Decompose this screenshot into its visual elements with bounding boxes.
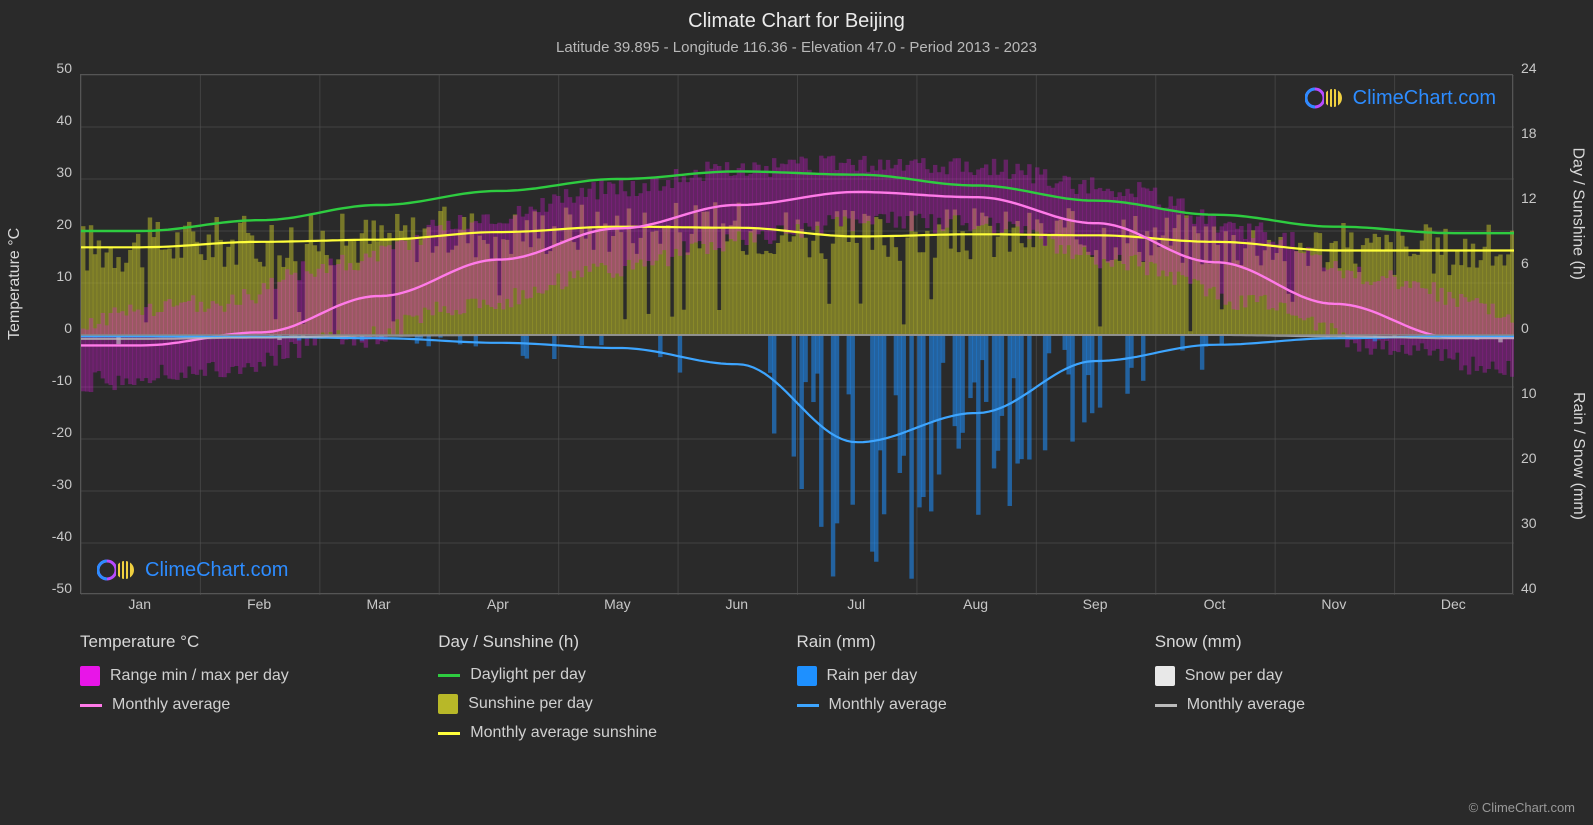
legend-label-snow-avg: Monthly average: [1187, 696, 1305, 714]
x-tick-month: Feb: [247, 596, 271, 612]
legend-item-rain-avg: Monthly average: [797, 696, 1135, 714]
legend-label-temp-range: Range min / max per day: [110, 667, 289, 685]
legend-col-rain: Rain (mm) Rain per day Monthly average: [797, 632, 1155, 752]
legend-item-temp-avg: Monthly average: [80, 696, 418, 714]
x-tick-month: Jan: [128, 596, 151, 612]
swatch-sunshine-avg: [438, 732, 460, 735]
swatch-daylight: [438, 674, 460, 677]
y-left-tick: -10: [30, 372, 72, 388]
swatch-temp-avg: [80, 704, 102, 707]
swatch-snow: [1155, 666, 1175, 686]
y-right-tick: 10: [1521, 385, 1563, 401]
y-left-tick: 40: [30, 112, 72, 128]
x-tick-month: Oct: [1204, 596, 1226, 612]
x-tick-month: May: [604, 596, 630, 612]
x-tick-month: Nov: [1321, 596, 1346, 612]
legend-label-temp-avg: Monthly average: [112, 696, 230, 714]
y-right-tick: 24: [1521, 60, 1563, 76]
legend: Temperature °C Range min / max per day M…: [80, 632, 1513, 752]
legend-label-rain-perday: Rain per day: [827, 667, 918, 685]
legend-item-sunshine-avg: Monthly average sunshine: [438, 724, 776, 742]
y-axis-left-label: Temperature °C: [6, 228, 24, 340]
legend-label-daylight: Daylight per day: [470, 666, 586, 684]
legend-label-rain-avg: Monthly average: [829, 696, 947, 714]
legend-label-sunshine-avg: Monthly average sunshine: [470, 724, 657, 742]
x-tick-month: Apr: [487, 596, 509, 612]
y-left-tick: 0: [30, 320, 72, 336]
y-left-tick: 20: [30, 216, 72, 232]
x-tick-month: Dec: [1441, 596, 1466, 612]
legend-col-snow: Snow (mm) Snow per day Monthly average: [1155, 632, 1513, 752]
chart-plot-area: ClimeChart.com ClimeChart.com: [80, 74, 1513, 594]
watermark-top-text: ClimeChart.com: [1353, 87, 1496, 110]
swatch-snow-avg: [1155, 704, 1177, 707]
y-left-tick: -20: [30, 424, 72, 440]
x-tick-month: Sep: [1083, 596, 1108, 612]
legend-col-daysun: Day / Sunshine (h) Daylight per day Suns…: [438, 632, 796, 752]
swatch-sunshine: [438, 694, 458, 714]
legend-item-rain-perday: Rain per day: [797, 666, 1135, 686]
swatch-rain: [797, 666, 817, 686]
chart-title: Climate Chart for Beijing: [0, 0, 1593, 33]
x-tick-month: Aug: [963, 596, 988, 612]
legend-item-snow-avg: Monthly average: [1155, 696, 1493, 714]
y-left-tick: 10: [30, 268, 72, 284]
legend-heading-rain: Rain (mm): [797, 632, 1135, 652]
legend-label-snow-perday: Snow per day: [1185, 667, 1283, 685]
swatch-temp-range: [80, 666, 100, 686]
legend-heading-daysun: Day / Sunshine (h): [438, 632, 776, 652]
chart-svg: [81, 75, 1514, 595]
y-axis-right-bottom-label: Rain / Snow (mm): [1569, 392, 1587, 520]
y-right-tick: 18: [1521, 125, 1563, 141]
y-right-tick: 40: [1521, 580, 1563, 596]
legend-item-sunshine: Sunshine per day: [438, 694, 776, 714]
y-axis-right: 2418126010203040: [1515, 68, 1563, 588]
copyright: © ClimeChart.com: [1469, 800, 1575, 815]
swatch-rain-avg: [797, 704, 819, 707]
y-left-tick: 50: [30, 60, 72, 76]
legend-item-snow-perday: Snow per day: [1155, 666, 1493, 686]
y-left-tick: 30: [30, 164, 72, 180]
chart-subtitle: Latitude 39.895 - Longitude 116.36 - Ele…: [0, 39, 1593, 56]
watermark-bottom-text: ClimeChart.com: [145, 559, 288, 582]
legend-col-temperature: Temperature °C Range min / max per day M…: [80, 632, 438, 752]
y-right-tick: 6: [1521, 255, 1563, 271]
legend-heading-temperature: Temperature °C: [80, 632, 418, 652]
x-axis: Jan Feb Mar Apr May Jun Jul Aug Sep Oct Nov Dec: [80, 596, 1513, 620]
legend-heading-snow: Snow (mm): [1155, 632, 1493, 652]
y-right-tick: 0: [1521, 320, 1563, 336]
x-tick-month: Jun: [725, 596, 748, 612]
y-right-tick: 30: [1521, 515, 1563, 531]
x-tick-month: Mar: [366, 596, 390, 612]
watermark-bottom: ClimeChart.com: [97, 557, 288, 583]
y-axis-right-top-label: Day / Sunshine (h): [1569, 147, 1587, 280]
y-right-tick: 12: [1521, 190, 1563, 206]
y-left-tick: -50: [30, 580, 72, 596]
y-axis-left: 50403020100-10-20-30-40-50: [30, 68, 78, 588]
legend-item-daylight: Daylight per day: [438, 666, 776, 684]
y-left-tick: -30: [30, 476, 72, 492]
legend-item-temp-range: Range min / max per day: [80, 666, 418, 686]
x-tick-month: Jul: [847, 596, 865, 612]
watermark-top: ClimeChart.com: [1305, 85, 1496, 111]
y-left-tick: -40: [30, 528, 72, 544]
y-right-tick: 20: [1521, 450, 1563, 466]
legend-label-sunshine: Sunshine per day: [468, 695, 593, 713]
